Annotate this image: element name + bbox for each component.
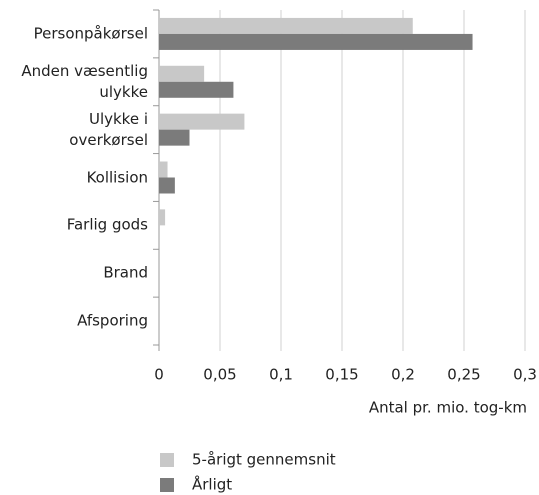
x-tick-label: 0,15 bbox=[325, 366, 358, 384]
legend-label: Årligt bbox=[192, 475, 232, 494]
bar bbox=[159, 209, 166, 226]
y-tick-label: Personpåkørsel bbox=[33, 24, 148, 43]
bar bbox=[159, 65, 205, 82]
legend-label: 5-årigt gennemsnit bbox=[192, 451, 336, 469]
y-tick-label: Farlig gods bbox=[66, 215, 148, 234]
y-tick-label: Kollision bbox=[86, 168, 148, 186]
legend-swatch bbox=[160, 453, 174, 467]
y-tick-label: Afsporing bbox=[77, 311, 148, 330]
x-tick-label: 0,05 bbox=[203, 366, 236, 384]
x-tick-label: 0 bbox=[154, 366, 164, 384]
y-tick-label: Anden væsentlig ulykke bbox=[21, 61, 148, 101]
bar bbox=[159, 177, 175, 194]
x-tick-label: 0,1 bbox=[269, 366, 293, 384]
bar bbox=[159, 33, 473, 50]
bar bbox=[159, 161, 168, 178]
bar bbox=[159, 81, 234, 98]
legend-swatch bbox=[160, 478, 174, 492]
bar bbox=[159, 17, 413, 34]
x-axis-title: Antal pr. mio. tog-km bbox=[369, 399, 527, 417]
bar bbox=[159, 113, 245, 130]
bar bbox=[159, 129, 190, 146]
x-tick-label: 0,3 bbox=[513, 366, 537, 384]
x-tick-label: 0,25 bbox=[447, 366, 480, 384]
y-tick-label: Brand bbox=[103, 263, 148, 282]
x-tick-label: 0,2 bbox=[391, 366, 415, 384]
y-tick-label: Ulykke i overkørsel bbox=[69, 109, 148, 149]
